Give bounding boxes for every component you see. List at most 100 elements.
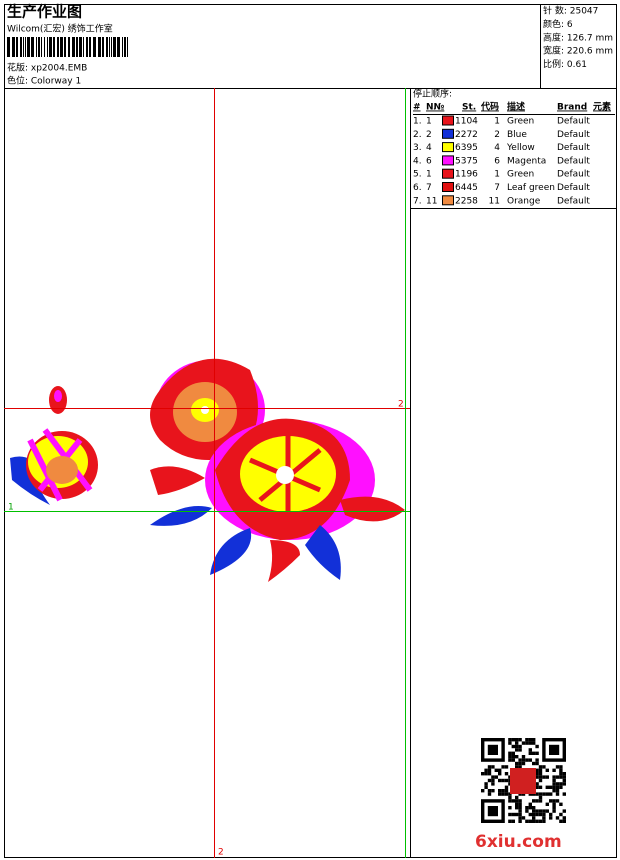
barcode-bar (41, 37, 42, 57)
qr-module (528, 748, 532, 752)
barcode-bar (124, 37, 126, 57)
barcode-bar (20, 37, 22, 57)
qr-finder (487, 806, 498, 817)
qr-module (542, 816, 546, 820)
qr-module (532, 738, 536, 742)
code: 1 (494, 117, 500, 127)
color-swatch (442, 142, 454, 153)
brand: Default (557, 156, 590, 166)
qr-module (552, 806, 556, 810)
color-swatch (442, 168, 454, 179)
qr-module (508, 782, 512, 786)
color-swatch (442, 128, 454, 139)
description: Orange (507, 196, 541, 206)
description: Magenta (507, 156, 546, 166)
qr-module (555, 799, 560, 803)
barcode-bar (68, 37, 70, 57)
info-line: 宽度: 220.6 mm (543, 45, 613, 57)
barcode-bar (86, 37, 88, 57)
qr-module (555, 785, 560, 789)
code: 6 (494, 156, 500, 166)
qr-module (501, 792, 505, 796)
qr-module (542, 809, 546, 813)
qr-module (515, 755, 519, 759)
qr-module (552, 785, 556, 789)
qr-module (549, 816, 553, 820)
qr-module (559, 812, 563, 817)
qr-module (535, 758, 539, 762)
brand: Default (557, 143, 590, 153)
column-header: Brand (557, 103, 587, 113)
row-number: 1. (413, 117, 422, 127)
color-swatch (442, 195, 454, 206)
qr-module (552, 782, 556, 786)
barcode-bar (27, 37, 30, 57)
qr-module (487, 765, 492, 769)
qr-module (535, 772, 539, 776)
qr-module (528, 806, 532, 810)
qr-module (518, 802, 522, 806)
qr-module (525, 758, 529, 762)
qr-module (528, 738, 532, 742)
embroidery-shape (268, 540, 300, 582)
column-header: St. (462, 103, 476, 113)
code: 1 (494, 170, 500, 180)
qr-module (515, 744, 519, 749)
guide-label: 2 (398, 400, 404, 410)
qr-module (518, 809, 522, 813)
brand: Default (557, 117, 590, 127)
qr-module (555, 792, 560, 796)
qr-module (508, 778, 512, 783)
description: Blue (507, 130, 527, 140)
qr-module (504, 789, 509, 793)
column-header: N№ (426, 103, 445, 113)
qr-module (535, 744, 539, 749)
barcode-bar (76, 37, 78, 57)
qr-module (518, 765, 522, 769)
row-number: 4. (413, 156, 422, 166)
barcode-bar (106, 37, 108, 57)
color-swatch (442, 182, 454, 192)
needle: 7 (426, 183, 432, 193)
qr-module (491, 789, 495, 793)
code: 7 (494, 183, 500, 193)
qr-module (501, 778, 505, 783)
qr-module (487, 778, 492, 783)
qr-module (511, 755, 515, 759)
row-number: 7. (413, 196, 422, 206)
qr-module (515, 806, 519, 810)
qr-module (515, 748, 519, 752)
qr-module (555, 765, 560, 769)
qr-module (532, 809, 536, 813)
qr-module (528, 751, 532, 755)
qr-module (508, 741, 512, 745)
needle: 4 (426, 143, 432, 153)
qr-module (559, 819, 563, 823)
qr-module (559, 782, 563, 786)
row-number: 3. (413, 143, 422, 153)
needle: 1 (426, 117, 432, 127)
qr-module (521, 758, 526, 762)
column-header: 描述 (507, 101, 525, 113)
qr-module (549, 792, 553, 796)
qr-module (535, 809, 539, 813)
qr-module (484, 772, 488, 776)
stop-table: # N№ St. 代码 描述 Brand 元素 1. 1 1104 1 Green Default 2. 2… (413, 101, 611, 207)
barcode-bar (49, 37, 52, 57)
qr-module (549, 812, 553, 817)
qr-module (498, 778, 502, 783)
qr-module (562, 775, 566, 779)
brand: Default (557, 170, 590, 180)
qr-module (508, 799, 512, 803)
qr-module (532, 751, 536, 755)
barcode-bar (53, 37, 55, 57)
qr-module (508, 812, 512, 817)
qr-module (511, 758, 515, 762)
qr-module (535, 819, 539, 823)
qr-module (535, 799, 539, 803)
barcode-bar (127, 37, 128, 57)
barcode-bar (47, 37, 48, 57)
qr-module (484, 785, 488, 789)
info-line: 高度: 126.7 mm (543, 31, 613, 43)
qr-module (545, 785, 549, 789)
